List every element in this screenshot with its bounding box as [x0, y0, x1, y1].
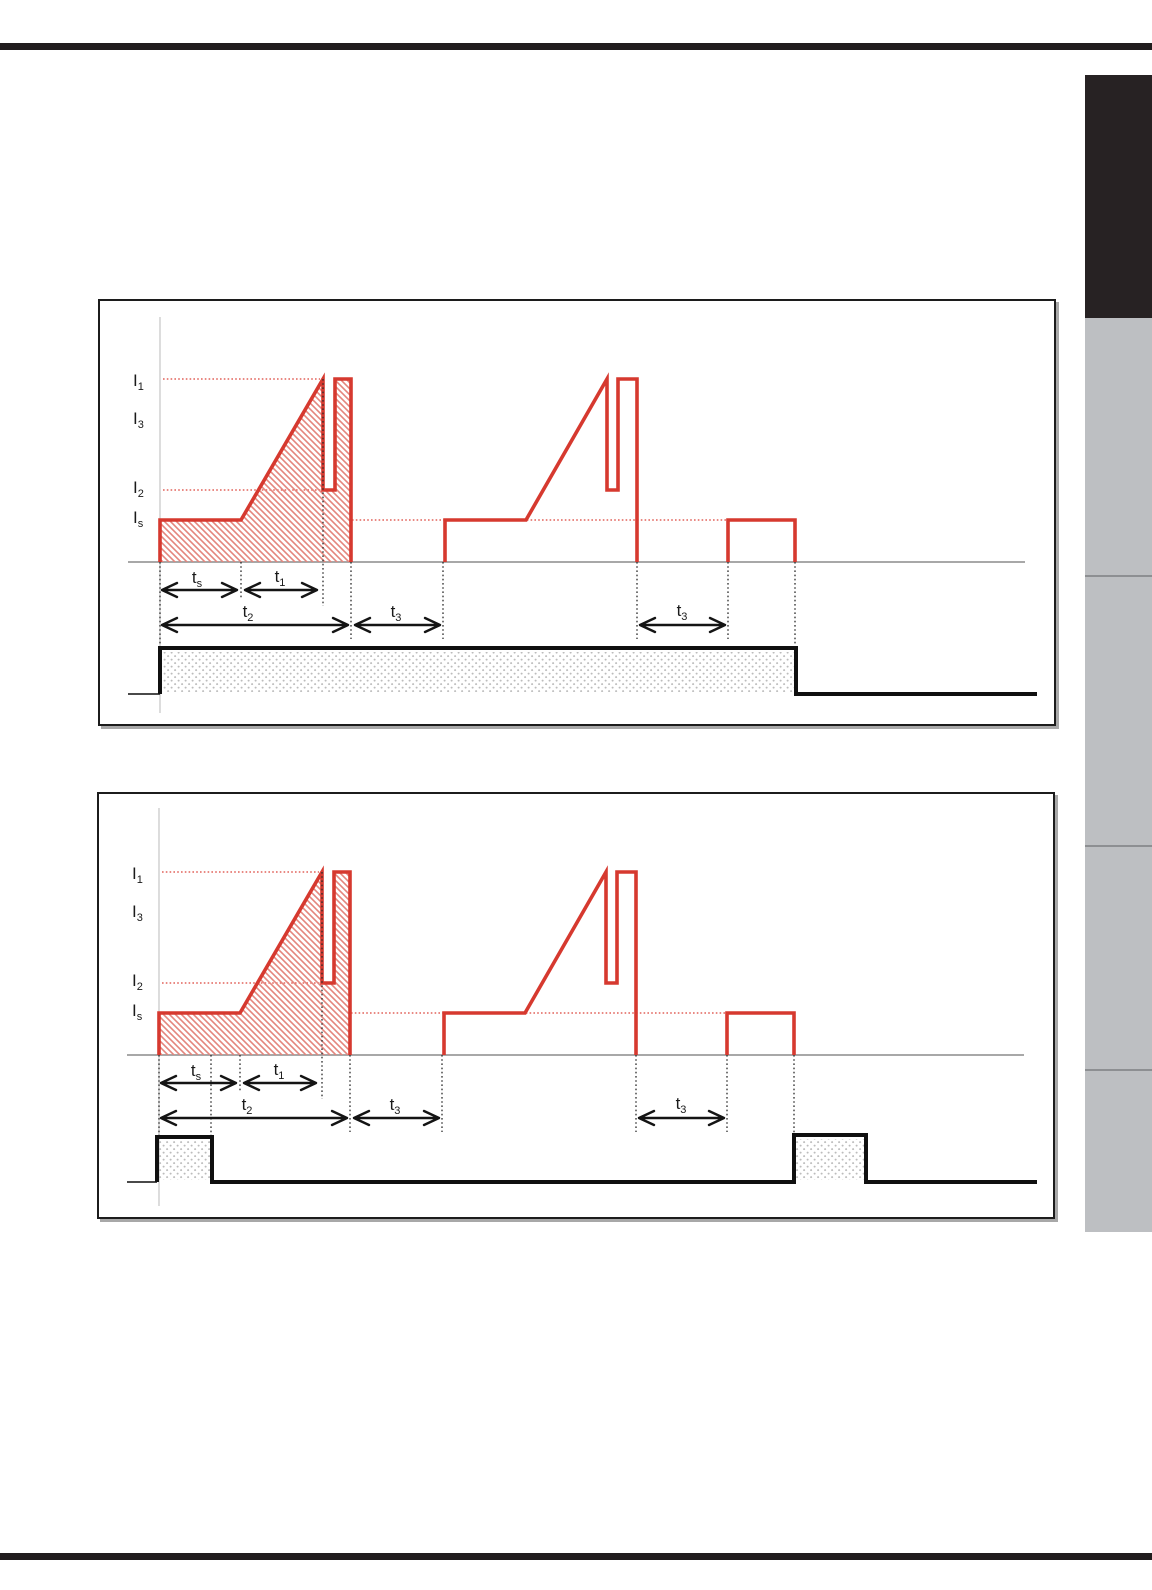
label-t2: t2 — [243, 602, 254, 624]
label-t2: t2 — [242, 1095, 253, 1117]
timing-diagram-2-canvas: I1 I3 I2 Is ts t1 t2 t3 t3 — [127, 808, 1037, 1206]
arrow-t3b — [638, 616, 727, 634]
dimension-arrows — [160, 581, 727, 634]
chapter-tab — [1085, 575, 1152, 845]
current-pulse-2 — [442, 865, 638, 1055]
level-ref-lines — [163, 378, 728, 521]
arrow-t1 — [242, 1074, 318, 1092]
chapter-tab-strip — [1085, 75, 1152, 1232]
signal-trace — [158, 646, 1037, 696]
label-t3a: t3 — [390, 1095, 401, 1117]
signal-fill-1 — [159, 1141, 210, 1180]
label-t1: t1 — [274, 1060, 285, 1082]
arrow-t3a — [353, 616, 442, 634]
pulse1-hatch-area — [160, 379, 351, 562]
current-pulse-3 — [726, 518, 797, 562]
label-is: Is — [132, 1001, 143, 1023]
label-is: Is — [133, 508, 144, 530]
current-pulse-1 — [158, 372, 353, 562]
label-t3a: t3 — [391, 602, 402, 624]
label-ts: ts — [192, 568, 203, 590]
label-i3: I3 — [133, 409, 144, 431]
signal-fill — [162, 652, 794, 692]
current-pulse-3 — [725, 1011, 796, 1055]
signal-trace — [155, 1133, 1037, 1184]
time-interval-labels: ts t1 t2 t3 t3 — [191, 1060, 687, 1117]
arrow-t2 — [159, 1109, 349, 1127]
timing-diagram-2: I1 I3 I2 Is ts t1 t2 t3 t3 — [97, 792, 1055, 1219]
chapter-tab — [1085, 1069, 1152, 1232]
current-pulse-1 — [157, 865, 352, 1055]
guide-lines — [158, 872, 795, 1136]
current-level-labels: I1 I3 I2 Is — [133, 371, 144, 530]
signal-fill-2 — [796, 1139, 864, 1180]
label-ts: ts — [191, 1061, 202, 1083]
arrow-t1 — [243, 581, 319, 599]
top-rule — [0, 43, 1152, 50]
arrow-ts — [160, 581, 239, 599]
arrow-t3b — [637, 1109, 726, 1127]
label-i1: I1 — [133, 371, 144, 393]
dimension-arrows — [159, 1074, 726, 1127]
timing-diagram-1-canvas: I1 I3 I2 Is ts t1 t2 t3 t3 — [128, 317, 1037, 713]
current-pulse-2 — [443, 372, 639, 562]
chapter-tab — [1085, 318, 1152, 575]
chapter-tab-active — [1085, 75, 1152, 318]
arrow-t2 — [160, 616, 350, 634]
current-level-labels: I1 I3 I2 Is — [132, 864, 143, 1023]
arrow-t3a — [352, 1109, 441, 1127]
chapter-tab — [1085, 845, 1152, 1069]
label-t3b: t3 — [677, 601, 688, 623]
label-i3: I3 — [132, 902, 143, 924]
label-i2: I2 — [132, 971, 143, 993]
pulse1-hatch-area — [159, 872, 350, 1055]
guide-lines — [159, 379, 796, 648]
label-i1: I1 — [132, 864, 143, 886]
label-t1: t1 — [275, 567, 286, 589]
bottom-rule — [0, 1553, 1152, 1560]
time-interval-labels: ts t1 t2 t3 t3 — [192, 567, 688, 624]
arrow-ts — [159, 1074, 238, 1092]
label-i2: I2 — [133, 478, 144, 500]
label-t3b: t3 — [676, 1094, 687, 1116]
level-ref-lines — [162, 871, 727, 1014]
timing-diagram-1: I1 I3 I2 Is ts t1 t2 t3 t3 — [98, 299, 1056, 726]
